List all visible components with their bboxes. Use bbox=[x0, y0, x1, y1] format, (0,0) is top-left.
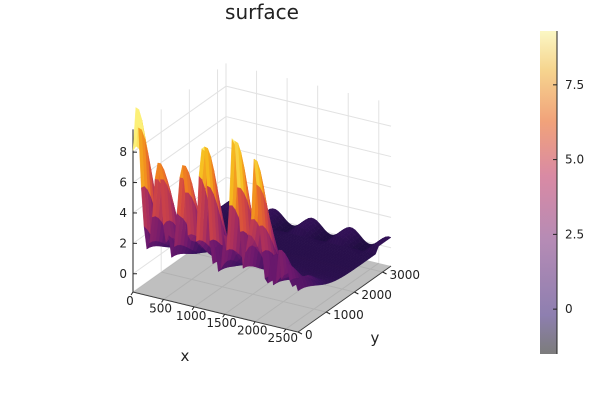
colorbar: 0 2.5 5.0 7.5 bbox=[540, 31, 584, 354]
x-tick-label: 500 bbox=[149, 301, 172, 315]
colorbar-tick-label: 7.5 bbox=[565, 78, 584, 92]
x-tick bbox=[161, 299, 164, 303]
grid-line bbox=[132, 85, 227, 153]
z-tick-label: 6 bbox=[119, 176, 127, 190]
y-tick-label: 0 bbox=[305, 328, 313, 342]
y-tick-label: 2000 bbox=[361, 288, 392, 302]
x-tick bbox=[130, 291, 134, 296]
colorbar-gradient bbox=[540, 31, 557, 354]
grid-line bbox=[225, 85, 392, 127]
surface-mesh bbox=[132, 107, 392, 292]
z-tick-label: 0 bbox=[119, 267, 127, 281]
x-tick-label: 1500 bbox=[206, 316, 237, 330]
x-tick-label: 1000 bbox=[176, 309, 207, 323]
x-axis-label: x bbox=[181, 347, 190, 365]
y-tick-label: 1000 bbox=[333, 308, 364, 322]
z-tick-label: 2 bbox=[119, 236, 127, 250]
x-tick bbox=[191, 306, 195, 311]
x-tick-label: 2500 bbox=[268, 331, 299, 345]
y-tick bbox=[325, 311, 331, 315]
chart-title: surface bbox=[225, 0, 299, 24]
colorbar-tick-label: 0 bbox=[565, 302, 573, 316]
z-tick-label: 8 bbox=[119, 145, 127, 159]
grid-line bbox=[225, 146, 392, 188]
y-tick bbox=[354, 291, 359, 295]
x-tick bbox=[283, 328, 287, 333]
surface-facet bbox=[295, 277, 302, 292]
x-tick-label: 2000 bbox=[237, 324, 268, 338]
x-tick bbox=[222, 313, 226, 318]
z-tick-label: 4 bbox=[119, 206, 127, 220]
x-tick-label: 0 bbox=[126, 294, 134, 308]
y-axis-label: y bbox=[371, 329, 380, 347]
grid-line bbox=[225, 116, 392, 158]
colorbar-tick-label: 2.5 bbox=[565, 227, 584, 241]
y-tick bbox=[297, 331, 303, 335]
y-tick-label: 3000 bbox=[390, 268, 421, 282]
colorbar-tick-label: 5.0 bbox=[565, 153, 584, 167]
x-tick bbox=[252, 321, 256, 325]
y-tick bbox=[382, 271, 387, 275]
